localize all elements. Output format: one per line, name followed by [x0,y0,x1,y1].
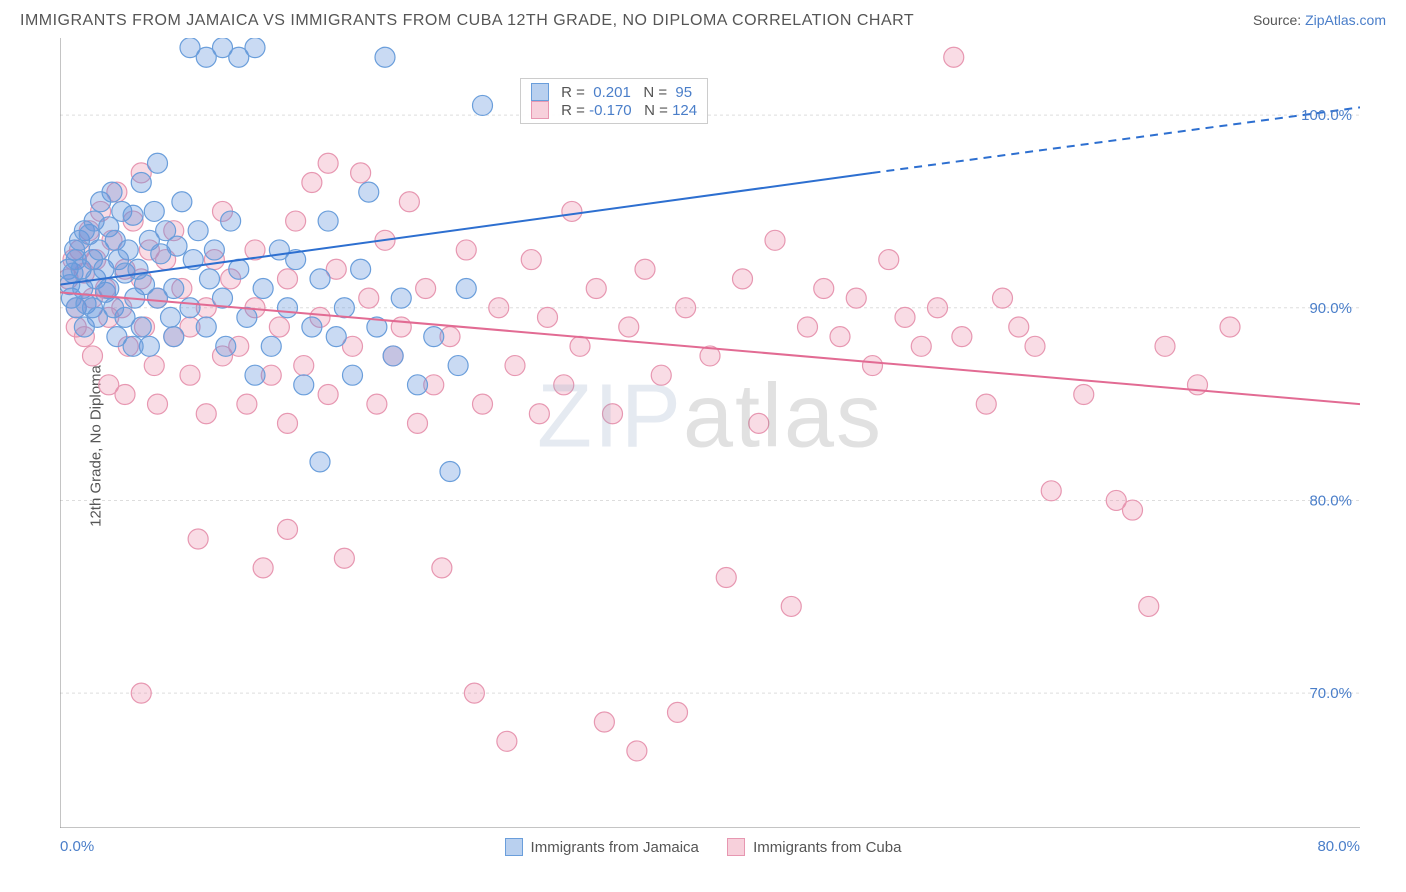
source-attribution: Source: ZipAtlas.com [1253,12,1386,28]
legend-label: Immigrants from Cuba [753,839,901,856]
r-value-cuba: -0.170 [589,102,632,119]
legend-row-cuba: R = -0.170 N = 124 [531,101,697,119]
y-tick-labels: 100.0% 90.0% 80.0% 70.0% [1301,107,1352,702]
source-label: Source: [1253,12,1301,28]
svg-text:70.0%: 70.0% [1309,685,1352,702]
chart-title: IMMIGRANTS FROM JAMAICA VS IMMIGRANTS FR… [20,12,914,30]
plot-area: 100.0%90.0%80.0%70.0% ZIPatlas R = 0.201… [60,38,1360,828]
legend-item-jamaica: Immigrants from Jamaica [505,838,699,856]
correlation-legend: R = 0.201 N = 95 R = -0.170 N = 124 [520,78,708,124]
scatter-series-cuba [60,47,1240,761]
legend-swatch-icon [727,838,745,856]
legend-swatch-jamaica [531,83,549,101]
legend-label: Immigrants from Jamaica [531,839,699,856]
plot-svg: 100.0% 90.0% 80.0% 70.0% [60,38,1360,828]
svg-text:90.0%: 90.0% [1309,300,1352,317]
svg-text:100.0%: 100.0% [1301,107,1352,124]
legend-swatch-icon [505,838,523,856]
n-value-cuba: 124 [672,102,697,119]
legend-row-jamaica: R = 0.201 N = 95 [531,83,697,101]
svg-text:80.0%: 80.0% [1309,492,1352,509]
legend-item-cuba: Immigrants from Cuba [727,838,901,856]
n-value-jamaica: 95 [675,84,692,101]
scatter-series-jamaica [60,38,493,482]
source-link[interactable]: ZipAtlas.com [1305,12,1386,28]
legend-swatch-cuba [531,101,549,119]
r-value-jamaica: 0.201 [593,84,631,101]
bottom-legend: Immigrants from Jamaica Immigrants from … [0,838,1406,860]
chart-container: IMMIGRANTS FROM JAMAICA VS IMMIGRANTS FR… [0,0,1406,892]
